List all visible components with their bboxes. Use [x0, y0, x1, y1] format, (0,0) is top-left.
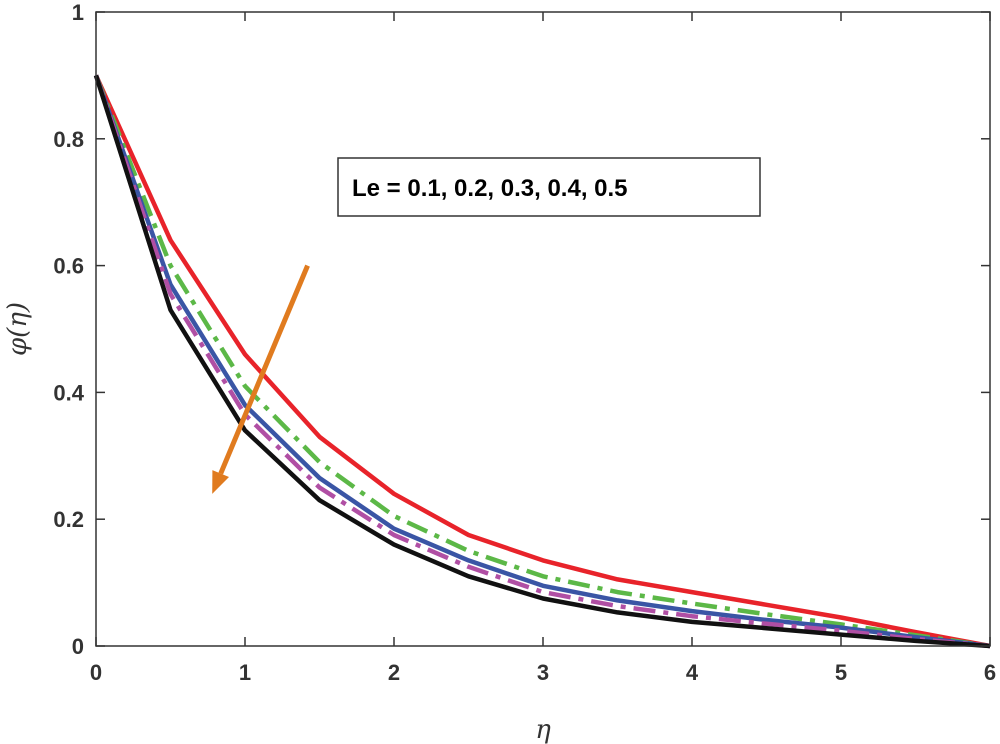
x-tick-label: 1 [239, 660, 251, 685]
plot-area [96, 12, 990, 646]
series-layer [93, 74, 991, 649]
y-axis-label: φ(η) [3, 302, 33, 356]
series-line-1 [93, 74, 991, 649]
arrow-shaft [218, 264, 310, 475]
legend-annotation: Le = 0.1, 0.2, 0.3, 0.4, 0.5 [352, 175, 628, 202]
x-tick-label: 6 [984, 660, 996, 685]
x-tick-label: 3 [537, 660, 549, 685]
trend-arrow [212, 264, 310, 494]
x-tick-label: 0 [90, 660, 102, 685]
x-tick-label: 2 [388, 660, 400, 685]
series-line-2 [93, 74, 991, 649]
legend-box: Le = 0.1, 0.2, 0.3, 0.4, 0.5 [337, 157, 761, 217]
series-line-5 [93, 74, 991, 649]
series-line-3 [93, 74, 991, 649]
y-tick-label: 0.2 [53, 507, 84, 532]
x-axis-label: η [535, 715, 551, 744]
x-axis-ticks: 0 1 2 3 4 5 6 [90, 12, 996, 685]
y-axis-ticks: 0 0.2 0.4 0.6 0.8 1 [53, 0, 990, 659]
y-tick-label: 1 [72, 0, 84, 25]
y-tick-label: 0.8 [53, 127, 84, 152]
y-tick-label: 0 [72, 634, 84, 659]
x-tick-label: 4 [686, 660, 699, 685]
legend-frame [337, 157, 761, 217]
y-tick-label: 0.4 [53, 380, 84, 405]
x-tick-label: 5 [835, 660, 847, 685]
arrow-head [212, 470, 230, 494]
y-tick-label: 0.6 [53, 254, 84, 279]
